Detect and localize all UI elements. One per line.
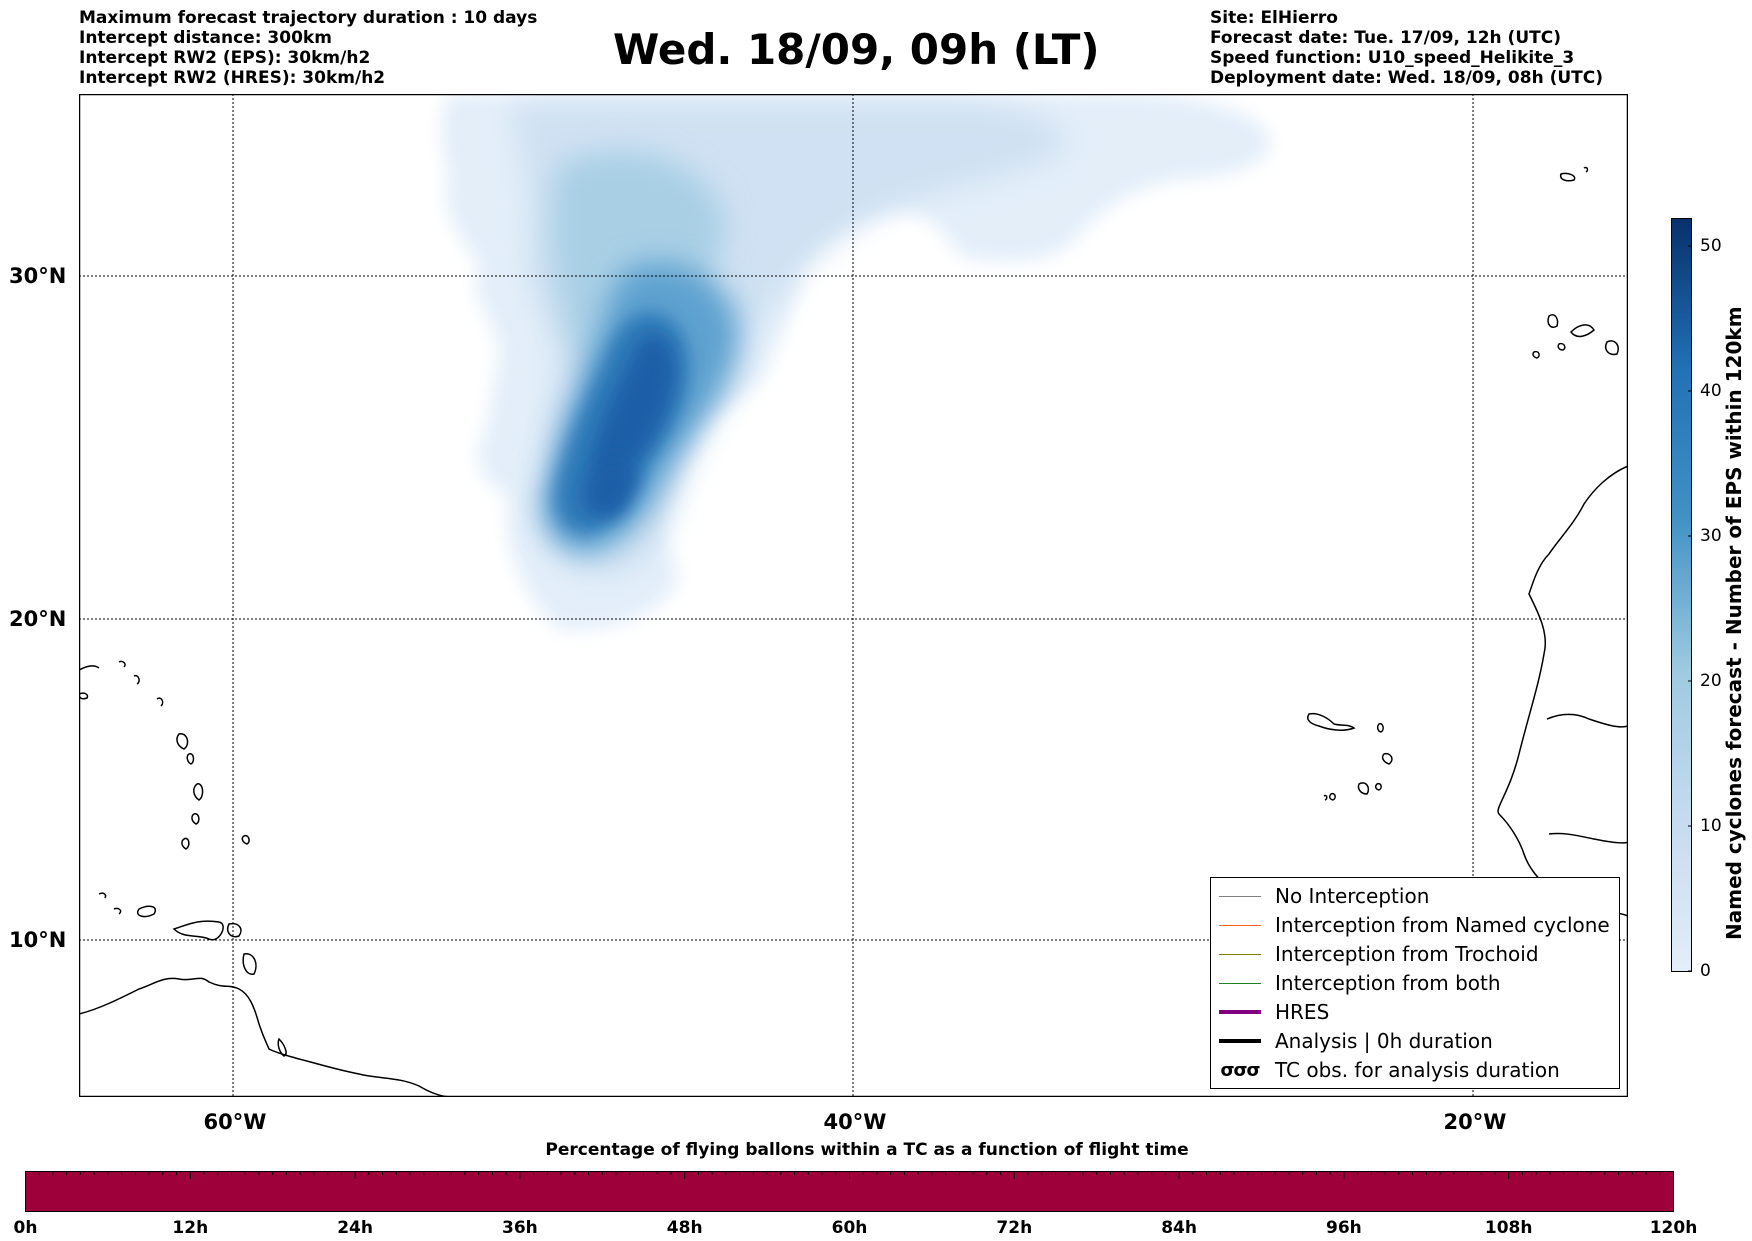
map-title: Wed. 18/09, 09h (LT) [613, 25, 1100, 74]
colorbar-tick: 50 [1700, 236, 1722, 256]
colorbar-tick: 20 [1700, 671, 1722, 691]
colorbar-tick: 10 [1700, 816, 1722, 836]
timebar-tick-label: 48h [666, 1218, 703, 1238]
legend-item-hres: HRES [1219, 999, 1329, 1025]
legend-label: Interception from both [1275, 971, 1501, 995]
header-right-line: Site: ElHierro [1210, 8, 1338, 28]
header-left-line: Intercept RW2 (HRES): 30km/h2 [79, 68, 386, 88]
colorbar [1671, 218, 1692, 972]
lon-label-60w: 60°W [203, 1110, 267, 1134]
legend-label: Interception from Named cyclone [1275, 913, 1610, 937]
legend-item-trochoid: Interception from Trochoid [1219, 941, 1539, 967]
legend-line-icon [1219, 924, 1261, 926]
lon-label-20w: 20°W [1443, 1110, 1507, 1134]
lat-label-10n: 10°N [9, 928, 67, 952]
lat-label-20n: 20°N [9, 607, 67, 631]
header-left-line: Maximum forecast trajectory duration : 1… [79, 8, 538, 28]
legend-label: Analysis | 0h duration [1275, 1029, 1493, 1053]
timebar-tick-label: 24h [337, 1218, 373, 1238]
timebar-tick-label: 0h [13, 1218, 38, 1238]
legend-item-tc-obs: σσσ TC obs. for analysis duration [1219, 1057, 1560, 1083]
timebar-tick-label: 120h [1649, 1218, 1698, 1238]
header-left-line: Intercept RW2 (EPS): 30km/h2 [79, 48, 371, 68]
header-left-line: Intercept distance: 300km [79, 28, 332, 48]
colorbar-label: Named cyclones forecast - Number of EPS … [1722, 306, 1746, 940]
lat-label-30n: 30°N [9, 264, 67, 288]
legend-label: HRES [1275, 1000, 1330, 1024]
colorbar-tick: 0 [1700, 961, 1711, 981]
legend-label: No Interception [1275, 884, 1430, 908]
legend-line-icon [1219, 982, 1261, 984]
cyclone-density-field [441, 94, 1270, 630]
grid-lines [79, 94, 1628, 1097]
timebar-title: Percentage of flying ballons within a TC… [545, 1140, 1189, 1160]
legend-line-icon [1219, 953, 1261, 955]
timebar-tick-label: 60h [831, 1218, 868, 1238]
tc-obs-icon: σσσ [1220, 1059, 1260, 1081]
legend-item-analysis: Analysis | 0h duration [1219, 1028, 1493, 1054]
header-right-line: Speed function: U10_speed_Helikite_3 [1210, 48, 1575, 68]
timebar-tick-label: 12h [172, 1218, 209, 1238]
header-left: Maximum forecast trajectory duration : 1… [79, 8, 537, 88]
timebar-tick-label: 108h [1484, 1218, 1533, 1238]
header-right-line: Deployment date: Wed. 18/09, 08h (UTC) [1210, 68, 1604, 88]
timebar [25, 1171, 1674, 1212]
legend-line-icon [1219, 895, 1261, 897]
colorbar-tick: 40 [1700, 381, 1722, 401]
map-legend: No Interception Interception from Named … [1210, 877, 1620, 1089]
legend-item-no-interception: No Interception [1219, 883, 1429, 909]
header-right-line: Forecast date: Tue. 17/09, 12h (UTC) [1210, 28, 1561, 48]
timebar-tick-label: 72h [996, 1218, 1033, 1238]
timebar-tick-label: 96h [1326, 1218, 1362, 1238]
timebar-tick-label: 36h [502, 1218, 538, 1238]
header-right: Site: ElHierro Forecast date: Tue. 17/09… [1210, 8, 1603, 88]
legend-item-both: Interception from both [1219, 970, 1501, 996]
map-panel [79, 94, 1628, 1097]
legend-line-icon [1219, 1010, 1261, 1014]
timebar-tick-label: 84h [1161, 1218, 1197, 1238]
lon-label-40w: 40°W [823, 1110, 887, 1134]
colorbar-tick: 30 [1700, 526, 1722, 546]
legend-label: TC obs. for analysis duration [1275, 1058, 1560, 1082]
legend-label: Interception from Trochoid [1275, 942, 1539, 966]
legend-line-icon [1219, 1039, 1261, 1043]
legend-item-named-cyclone: Interception from Named cyclone [1219, 912, 1610, 938]
